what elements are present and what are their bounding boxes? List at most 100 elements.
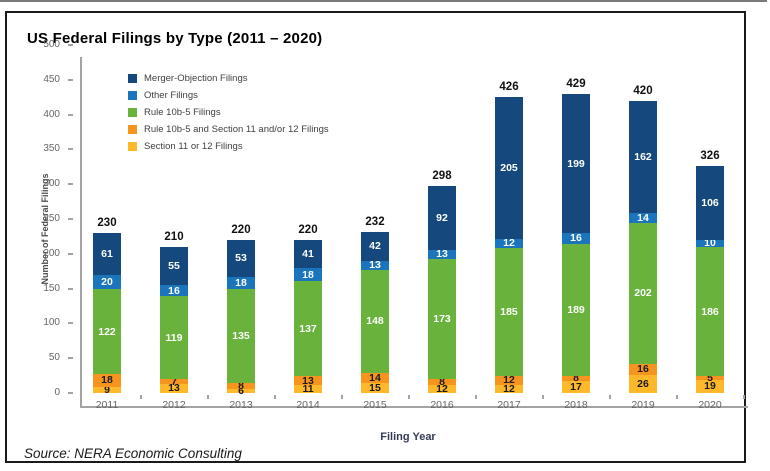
bar-total-label: 298 xyxy=(432,169,452,182)
bar-segment-label: 6 xyxy=(238,384,244,397)
bar-segment-label: 14 xyxy=(369,371,381,384)
bar-segment-label: 16 xyxy=(570,232,582,245)
bar-segment xyxy=(696,166,724,240)
bar-segment xyxy=(93,386,121,393)
chart-frame: US Federal Filings by Type (2011 – 2020)… xyxy=(5,11,748,463)
bar-segment-label: 8 xyxy=(238,380,244,393)
bar-segment xyxy=(361,382,389,393)
bar-segment xyxy=(696,379,724,393)
bar-segment-label: 12 xyxy=(503,382,515,395)
x-axis-tick-label: 2017 xyxy=(497,399,521,411)
legend-swatch xyxy=(128,125,137,134)
x-axis-tick xyxy=(407,395,410,399)
y-axis-tick-label: 350 xyxy=(43,143,60,155)
y-axis-tick xyxy=(68,78,73,81)
bar-segment xyxy=(562,94,590,233)
bar-segment-label: 12 xyxy=(436,382,448,395)
bar-segment xyxy=(629,213,657,224)
bar-segment xyxy=(629,363,657,375)
bar-segment xyxy=(629,374,657,393)
bar-segment-label: 12 xyxy=(503,237,515,250)
bar-segment xyxy=(428,185,456,250)
x-axis-tick-label: 2019 xyxy=(631,399,655,411)
legend-swatch xyxy=(128,74,137,83)
bar-segment-label: 19 xyxy=(704,380,716,393)
bar-segment xyxy=(294,385,322,393)
bar-segment-label: 137 xyxy=(299,322,317,335)
bar-segment-label: 16 xyxy=(637,363,649,376)
bar-segment-label: 14 xyxy=(637,212,649,225)
bar-segment xyxy=(495,247,523,377)
bar-segment-label: 199 xyxy=(567,157,585,170)
bar-segment-label: 53 xyxy=(235,252,247,265)
y-axis-tick xyxy=(68,113,73,116)
bar-segment xyxy=(294,280,322,377)
bar-segment-label: 185 xyxy=(500,305,518,318)
bar-segment xyxy=(294,268,322,281)
bar-segment-label: 10 xyxy=(704,237,716,250)
x-axis-tick xyxy=(675,395,678,399)
bar-segment-label: 173 xyxy=(433,312,451,325)
y-axis-tick-label: 0 xyxy=(54,387,60,398)
bar-segment xyxy=(562,381,590,393)
legend-item: Merger-Objection Filings xyxy=(128,70,329,87)
legend-label: Rule 10b-5 Filings xyxy=(144,107,221,118)
y-axis-tick-label: 300 xyxy=(43,178,60,190)
bar-total-label: 230 xyxy=(97,216,117,229)
bar-segment xyxy=(294,376,322,386)
bar-segment xyxy=(361,231,389,261)
legend-swatch xyxy=(128,91,137,100)
x-axis-tick xyxy=(474,395,477,399)
bar-segment-label: 205 xyxy=(500,161,518,174)
bar-segment xyxy=(160,383,188,393)
bar-segment xyxy=(160,296,188,380)
top-divider-rule xyxy=(0,0,767,2)
bar-segment xyxy=(428,379,456,385)
x-axis-tick xyxy=(273,395,276,399)
bar-segment-label: 42 xyxy=(369,240,381,253)
bar-total-label: 420 xyxy=(633,84,653,97)
x-axis-tick xyxy=(541,395,544,399)
bar-total-label: 426 xyxy=(499,80,519,93)
x-axis-tick xyxy=(742,395,745,399)
bar-segment xyxy=(227,383,255,389)
legend-item: Other Filings xyxy=(128,87,329,104)
x-axis-tick xyxy=(340,395,343,399)
y-axis-tick xyxy=(68,44,73,46)
legend-label: Rule 10b-5 and Section 11 and/or 12 Fili… xyxy=(144,124,329,135)
y-axis-tick-label: 400 xyxy=(43,108,60,120)
bar-segment xyxy=(361,372,389,383)
bar-segment-label: 8 xyxy=(439,375,445,388)
x-axis-tick xyxy=(206,395,209,399)
bar-segment-label: 20 xyxy=(101,276,113,289)
legend-label: Other Filings xyxy=(144,90,198,101)
bar-segment xyxy=(629,100,657,214)
y-axis-tick-label: 250 xyxy=(43,213,60,224)
bar-segment-label: 119 xyxy=(165,331,183,344)
bar-segment xyxy=(428,258,456,380)
x-axis-tick xyxy=(608,395,611,399)
bar-segment-label: 13 xyxy=(302,374,314,387)
bar-total-label: 326 xyxy=(700,150,720,163)
bar-segment xyxy=(562,244,590,376)
legend-label: Merger-Objection Filings xyxy=(144,73,248,84)
bar-segment xyxy=(93,232,121,276)
bar-segment xyxy=(696,246,724,377)
bar-segment-label: 189 xyxy=(567,303,585,316)
bar-segment xyxy=(93,289,121,375)
bar-total-label: 220 xyxy=(298,223,318,236)
bar-segment xyxy=(495,96,523,240)
bar-segment xyxy=(495,384,523,393)
bar-segment-label: 7 xyxy=(171,375,177,388)
bar-segment-label: 41 xyxy=(302,248,314,261)
bar-segment-label: 13 xyxy=(168,382,180,395)
x-axis-line xyxy=(80,406,748,408)
bar-segment xyxy=(361,260,389,270)
bar-segment-label: 13 xyxy=(369,259,381,272)
x-axis-tick-label: 2013 xyxy=(229,399,253,411)
bar-segment-label: 17 xyxy=(570,381,582,394)
bar-segment xyxy=(93,275,121,290)
chart-title: US Federal Filings by Type (2011 – 2020) xyxy=(27,30,323,47)
x-axis-tick-label: 2012 xyxy=(162,399,186,411)
